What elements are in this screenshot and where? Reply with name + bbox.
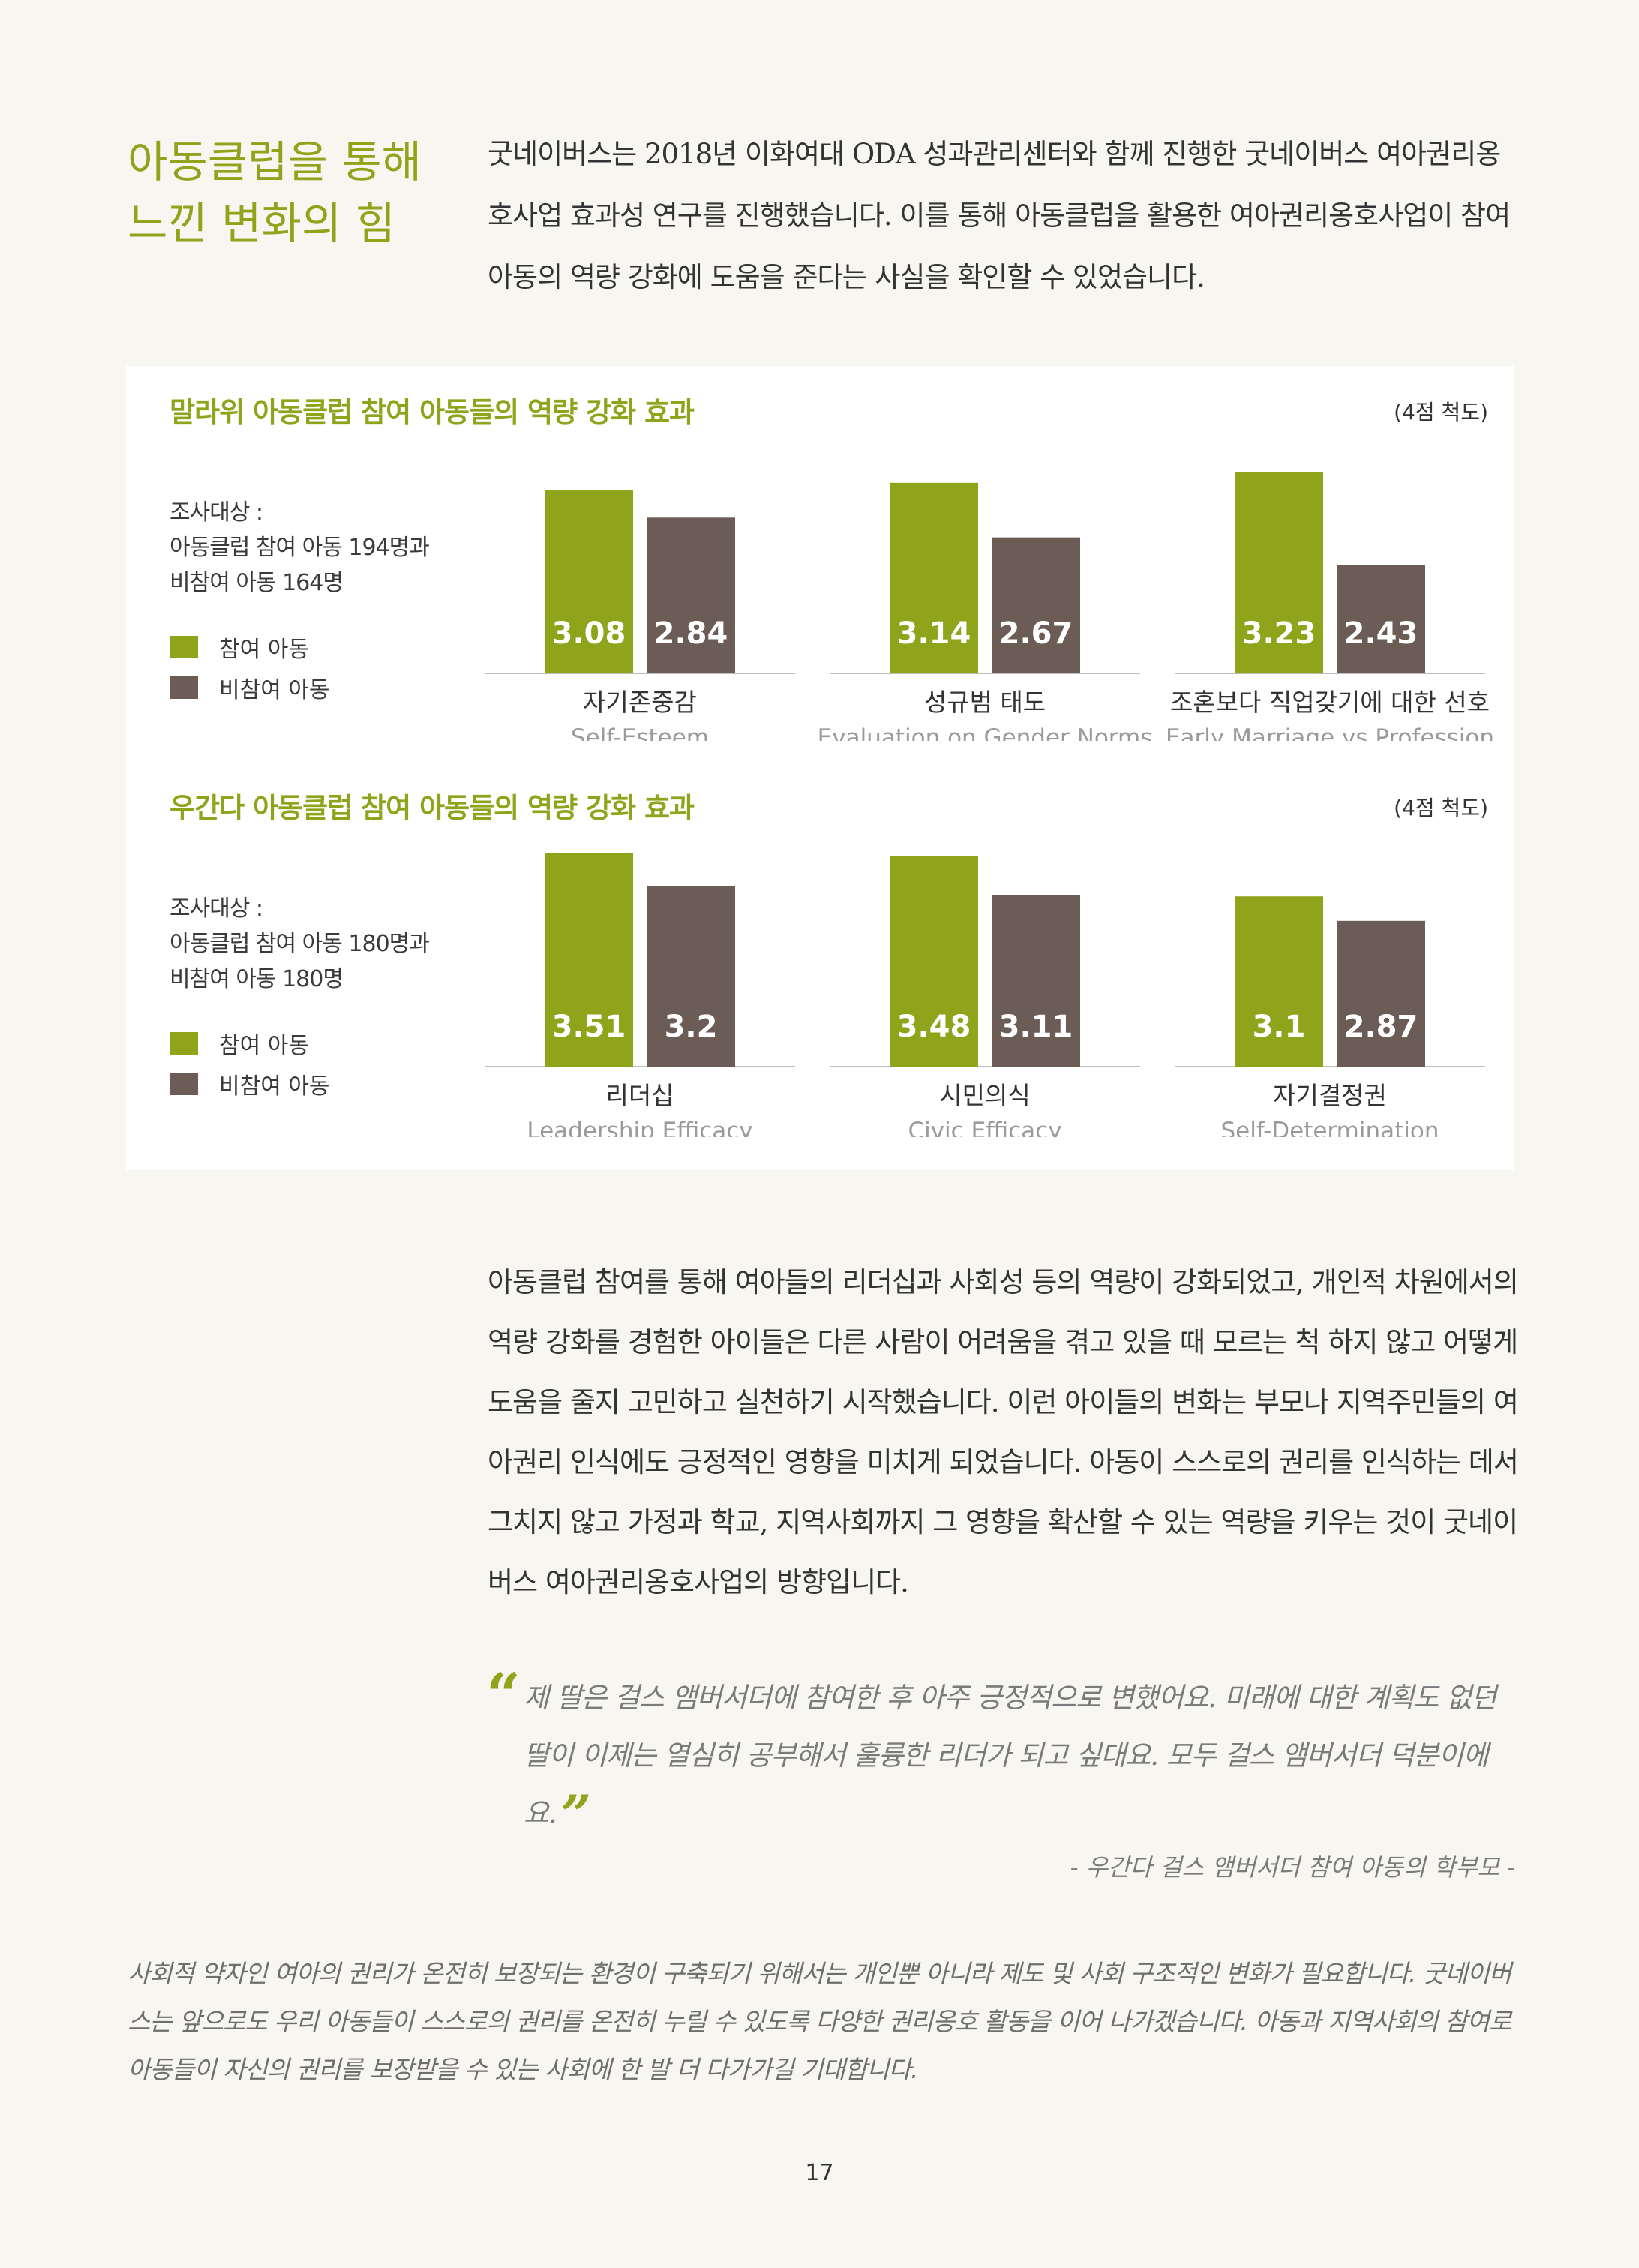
data-label: 3.23 (1242, 616, 1316, 651)
category-label: 조혼보다 직업갖기에 대한 선호 (1170, 688, 1490, 717)
data-label: 3.11 (999, 1010, 1073, 1044)
category-label: 시민의식 (939, 1081, 1030, 1110)
data-label: 3.48 (897, 1010, 971, 1044)
legend-swatch-participant (170, 1032, 198, 1054)
data-label: 2.87 (1344, 1010, 1418, 1044)
quote-text: 제 딸은 걸스 앰버서더에 참여한 후 아주 긍정적으로 변했어요. 미래에 대… (524, 1682, 1496, 1829)
malawi-chart-group: 말라위 아동클럽 참여 아동들의 역량 강화 효과 조사대상 : 아동클럽 참여… (126, 366, 1514, 756)
bar (890, 856, 978, 1066)
close-quote-icon: ” (560, 1784, 591, 1846)
scale-note: (4점 척도) (1394, 400, 1488, 424)
category-label: 자기결정권 (1273, 1081, 1387, 1110)
bar (890, 482, 978, 674)
category-label: 자기존중감 (583, 688, 697, 717)
legend-swatch-non-participant (170, 1072, 198, 1095)
bar-group: 3.51 3.2 리더십 Leadership Efficacy (485, 853, 795, 1137)
legend-label: 참여 아동 (219, 637, 309, 663)
chart-legend: 참여 아동 비참여 아동 (170, 627, 330, 708)
bar (1337, 920, 1425, 1066)
data-label: 3.1 (1253, 1010, 1306, 1044)
open-quote-icon: “ (486, 1660, 521, 1730)
bar (545, 490, 633, 674)
bar (992, 537, 1080, 674)
bar-group: 3.48 3.11 시민의식 Civic Efficacy (830, 856, 1140, 1137)
category-label-en: Evaluation on Gender Norms (818, 724, 1153, 741)
legend-label: 참여 아동 (219, 1033, 309, 1059)
bar-group: 3.08 2.84 자기존중감 Self-Esteem (485, 490, 795, 741)
category-label: 성규범 태도 (924, 688, 1046, 717)
legend-item-non-participant: 비참여 아동 (170, 668, 330, 708)
survey-note: 조사대상 : 아동클럽 참여 아동 194명과 비참여 아동 164명 (170, 500, 430, 596)
legend-label: 비참여 아동 (219, 1073, 330, 1100)
survey-note: 조사대상 : 아동클럽 참여 아동 180명과 비참여 아동 180명 (170, 896, 430, 992)
data-label: 3.51 (552, 1010, 626, 1044)
bar (1235, 472, 1323, 674)
data-label: 2.43 (1344, 616, 1418, 651)
category-label-en: Early Marriage vs Profession (1166, 724, 1494, 741)
bar (647, 518, 735, 674)
chart-title: 말라위 아동클럽 참여 아동들의 역량 강화 효과 (170, 396, 695, 428)
data-label: 3.14 (897, 616, 971, 651)
category-label-en: Civic Efficacy (908, 1118, 1061, 1137)
bar (647, 886, 735, 1066)
data-label: 3.2 (665, 1010, 718, 1044)
charts-panel: 말라위 아동클럽 참여 아동들의 역량 강화 효과 조사대상 : 아동클럽 참여… (126, 366, 1514, 1170)
bar (1235, 896, 1323, 1066)
legend-swatch-non-participant (170, 676, 198, 699)
page-number: 17 (805, 2160, 834, 2186)
quote-attribution: - 우간다 걸스 앰버서더 참여 아동의 학부모 - (1070, 1853, 1515, 1882)
scale-note: (4점 척도) (1394, 796, 1488, 820)
bar-group: 3.23 2.43 조혼보다 직업갖기에 대한 선호 Early Marriage v… (1166, 472, 1494, 741)
data-label: 3.08 (552, 616, 626, 651)
chart-title: 우간다 아동클럽 참여 아동들의 역량 강화 효과 (170, 792, 695, 824)
section-title: 아동클럽을 통해 느낀 변화의 힘 (128, 136, 422, 249)
bar-group: 3.1 2.87 자기결정권 Self-Determination (1175, 896, 1485, 1137)
uganda-chart-group: 우간다 아동클럽 참여 아동들의 역량 강화 효과 조사대상 : 아동클럽 참여… (126, 762, 1514, 1152)
body-paragraph: 아동클럽 참여를 통해 여아들의 리더십과 사회성 등의 역량이 강화되었고, … (488, 1266, 1519, 1598)
intro-paragraph: 굿네이버스는 2018년 이화여대 ODA 성과관리센터와 함께 진행한 굿네이… (488, 138, 1511, 293)
category-label-en: Self-Determination (1221, 1118, 1439, 1137)
data-label: 2.84 (654, 616, 728, 651)
closing-paragraph: 사회적 약자인 여아의 권리가 온전히 보장되는 환경이 구축되기 위해서는 개… (128, 1959, 1511, 2084)
legend-item-participant: 참여 아동 (170, 1023, 330, 1064)
legend-item-participant: 참여 아동 (170, 627, 330, 668)
category-label: 리더십 (605, 1081, 674, 1110)
legend-label: 비참여 아동 (219, 677, 330, 704)
bar-group: 3.14 2.67 성규범 태도 Evaluation on Gender Norms (818, 482, 1153, 741)
uganda-bar-chart: 3.51 3.2 리더십 Leadership Efficacy 3.48 3.11 시민의… (485, 853, 1485, 1137)
malawi-bar-chart: 3.08 2.84 자기존중감 Self-Esteem 3.14 2.67 성규범 태도 Ev… (485, 472, 1494, 741)
category-label-en: Self-Esteem (571, 724, 709, 741)
chart-legend: 참여 아동 비참여 아동 (170, 1023, 330, 1104)
legend-swatch-participant (170, 636, 198, 658)
category-label-en: Leadership Efficacy (527, 1118, 752, 1137)
legend-item-non-participant: 비참여 아동 (170, 1064, 330, 1104)
bar (545, 853, 633, 1066)
parent-quote: 제 딸은 걸스 앰버서더에 참여한 후 아주 긍정적으로 변했어요. 미래에 대… (524, 1669, 1499, 1845)
bar (992, 895, 1080, 1066)
data-label: 2.67 (999, 616, 1073, 651)
bar (1337, 565, 1425, 674)
